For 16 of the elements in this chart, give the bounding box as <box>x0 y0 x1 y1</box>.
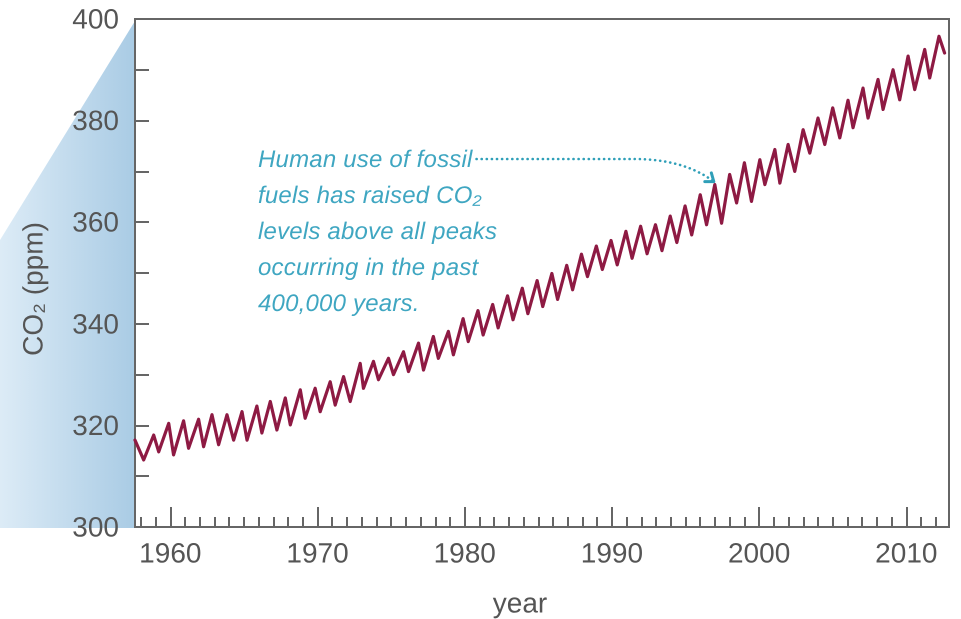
annotation: Human use of fossil fuels has raised CO₂ levels above all peaks occurring in the past 400,000 years. <box>258 145 498 319</box>
y-tick-label: 400 <box>72 4 119 34</box>
x-tick-label: 1960 <box>139 538 202 568</box>
y-tick-label: 300 <box>72 512 119 542</box>
x-tick-label: 2000 <box>728 538 790 568</box>
x-tick-label: 1970 <box>286 538 349 568</box>
x-tick-label: 2010 <box>875 538 938 568</box>
x-tick-label: 1990 <box>580 538 644 568</box>
x-tick-label: 1980 <box>434 538 496 568</box>
y-axis-title: CO₂ (ppm) <box>18 222 48 356</box>
x-axis-title: year <box>492 588 548 618</box>
y-tick-label: 360 <box>72 206 119 238</box>
line-series <box>133 34 946 462</box>
y-tick-label: 320 <box>72 410 119 441</box>
y-tick-label: 340 <box>72 308 119 340</box>
y-tick-label: 380 <box>72 105 119 136</box>
